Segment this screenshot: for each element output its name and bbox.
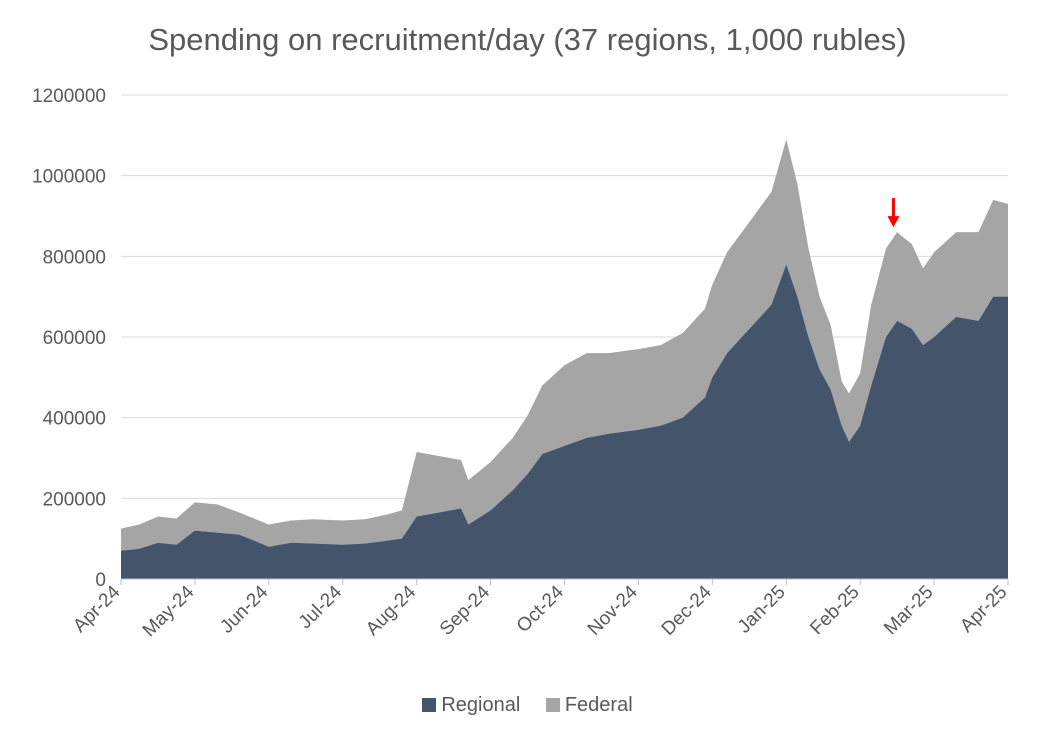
y-tick-label: 1000000 bbox=[32, 167, 106, 188]
y-tick-label: 400000 bbox=[43, 409, 106, 430]
x-tick-label: Apr-25 bbox=[956, 582, 1011, 637]
annotations bbox=[887, 198, 900, 228]
y-tick-label: 800000 bbox=[43, 247, 106, 268]
legend-swatch-federal bbox=[545, 698, 560, 712]
y-tick-label: 600000 bbox=[43, 328, 106, 349]
x-tick-label: Sep-24 bbox=[436, 581, 494, 639]
area-series bbox=[121, 139, 1008, 579]
legend-swatch-regional bbox=[422, 698, 437, 712]
x-tick-label: May-24 bbox=[139, 581, 199, 641]
red-arrow-icon bbox=[887, 198, 900, 228]
x-tick-label: Dec-24 bbox=[658, 581, 716, 639]
y-axis: 0 200000 400000 600000 800000 1000000 1200000 bbox=[32, 86, 106, 591]
x-tick-label: Jan-25 bbox=[734, 582, 790, 638]
y-tick-label: 200000 bbox=[43, 489, 106, 510]
x-tick-label: Jul-24 bbox=[295, 581, 347, 633]
y-tick-label: 1200000 bbox=[32, 86, 106, 107]
x-tick-label: Mar-25 bbox=[880, 582, 937, 639]
x-tick-label: Jun-24 bbox=[216, 581, 272, 637]
area-regional bbox=[121, 264, 1008, 579]
x-tick-label: Nov-24 bbox=[584, 581, 642, 639]
legend-item-federal: Federal bbox=[545, 694, 633, 717]
legend-label-federal: Federal bbox=[564, 694, 633, 716]
legend: Regional Federal bbox=[0, 694, 1055, 717]
x-tick-label: Aug-24 bbox=[362, 581, 420, 639]
y-tick-label: 0 bbox=[95, 570, 106, 591]
legend-label-regional: Regional bbox=[441, 694, 521, 716]
x-tick-label: Oct-24 bbox=[513, 581, 568, 636]
x-axis: Apr-24 May-24 Jun-24 Jul-24 Aug-24 Sep-24 Oct-… bbox=[69, 578, 1012, 641]
x-tick-label: Feb-25 bbox=[806, 582, 863, 639]
chart-title: Spending on recruitment/day (37 regions,… bbox=[148, 22, 907, 57]
legend-item-regional: Regional bbox=[422, 694, 520, 717]
area-federal bbox=[121, 139, 1008, 551]
